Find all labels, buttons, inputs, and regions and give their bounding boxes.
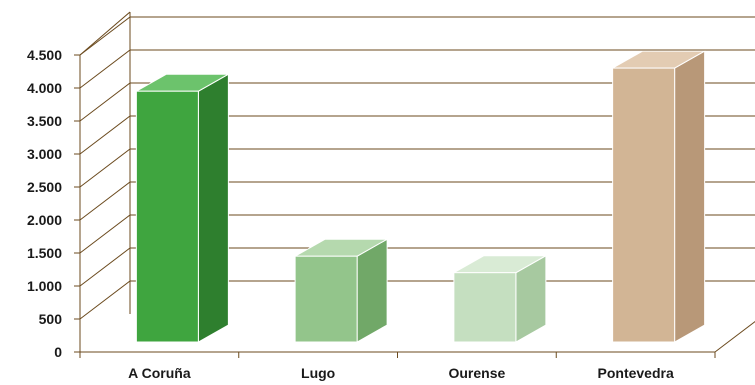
bar-4: [610, 50, 707, 343]
y-tick-label: 0: [54, 344, 62, 360]
bar-front: [294, 255, 358, 343]
x-tick-label: A Coruña: [128, 365, 191, 381]
bar-side: [356, 238, 388, 343]
bar-front: [453, 272, 517, 343]
y-tick-labels: 0 500 1.000 1.500 2.000 2.500 3.000 3.500 4.000 4…: [27, 47, 62, 360]
y-tick-label: 500: [39, 311, 63, 327]
side-wall-top-edge: [79, 11, 131, 56]
y-tick-label: 2.000: [27, 212, 62, 228]
x-tick-labels: A Coruña Lugo Ourense Pontevedra: [128, 365, 674, 381]
bar-2: [293, 238, 390, 343]
bars: [134, 50, 707, 343]
bar-1: [134, 73, 231, 343]
x-tick-label: Pontevedra: [598, 365, 674, 381]
bar-3: [451, 254, 548, 343]
y-tick-label: 1.000: [27, 278, 62, 294]
bar-front: [135, 90, 199, 343]
floor-right-edge: [714, 320, 755, 353]
bar-front: [612, 67, 676, 343]
y-tick-label: 4.500: [27, 47, 62, 63]
bar-side: [197, 73, 229, 343]
y-tick-label: 3.000: [27, 146, 62, 162]
x-tick-label: Lugo: [301, 365, 335, 381]
y-tick-label: 2.500: [27, 179, 62, 195]
axes: [74, 11, 755, 358]
y-tick-label: 4.000: [27, 80, 62, 96]
gridline: [79, 16, 755, 56]
x-tick-label: Ourense: [448, 365, 505, 381]
bar-side: [674, 50, 706, 343]
y-tick-label: 1.500: [27, 245, 62, 261]
y-tick-label: 3.500: [27, 113, 62, 129]
